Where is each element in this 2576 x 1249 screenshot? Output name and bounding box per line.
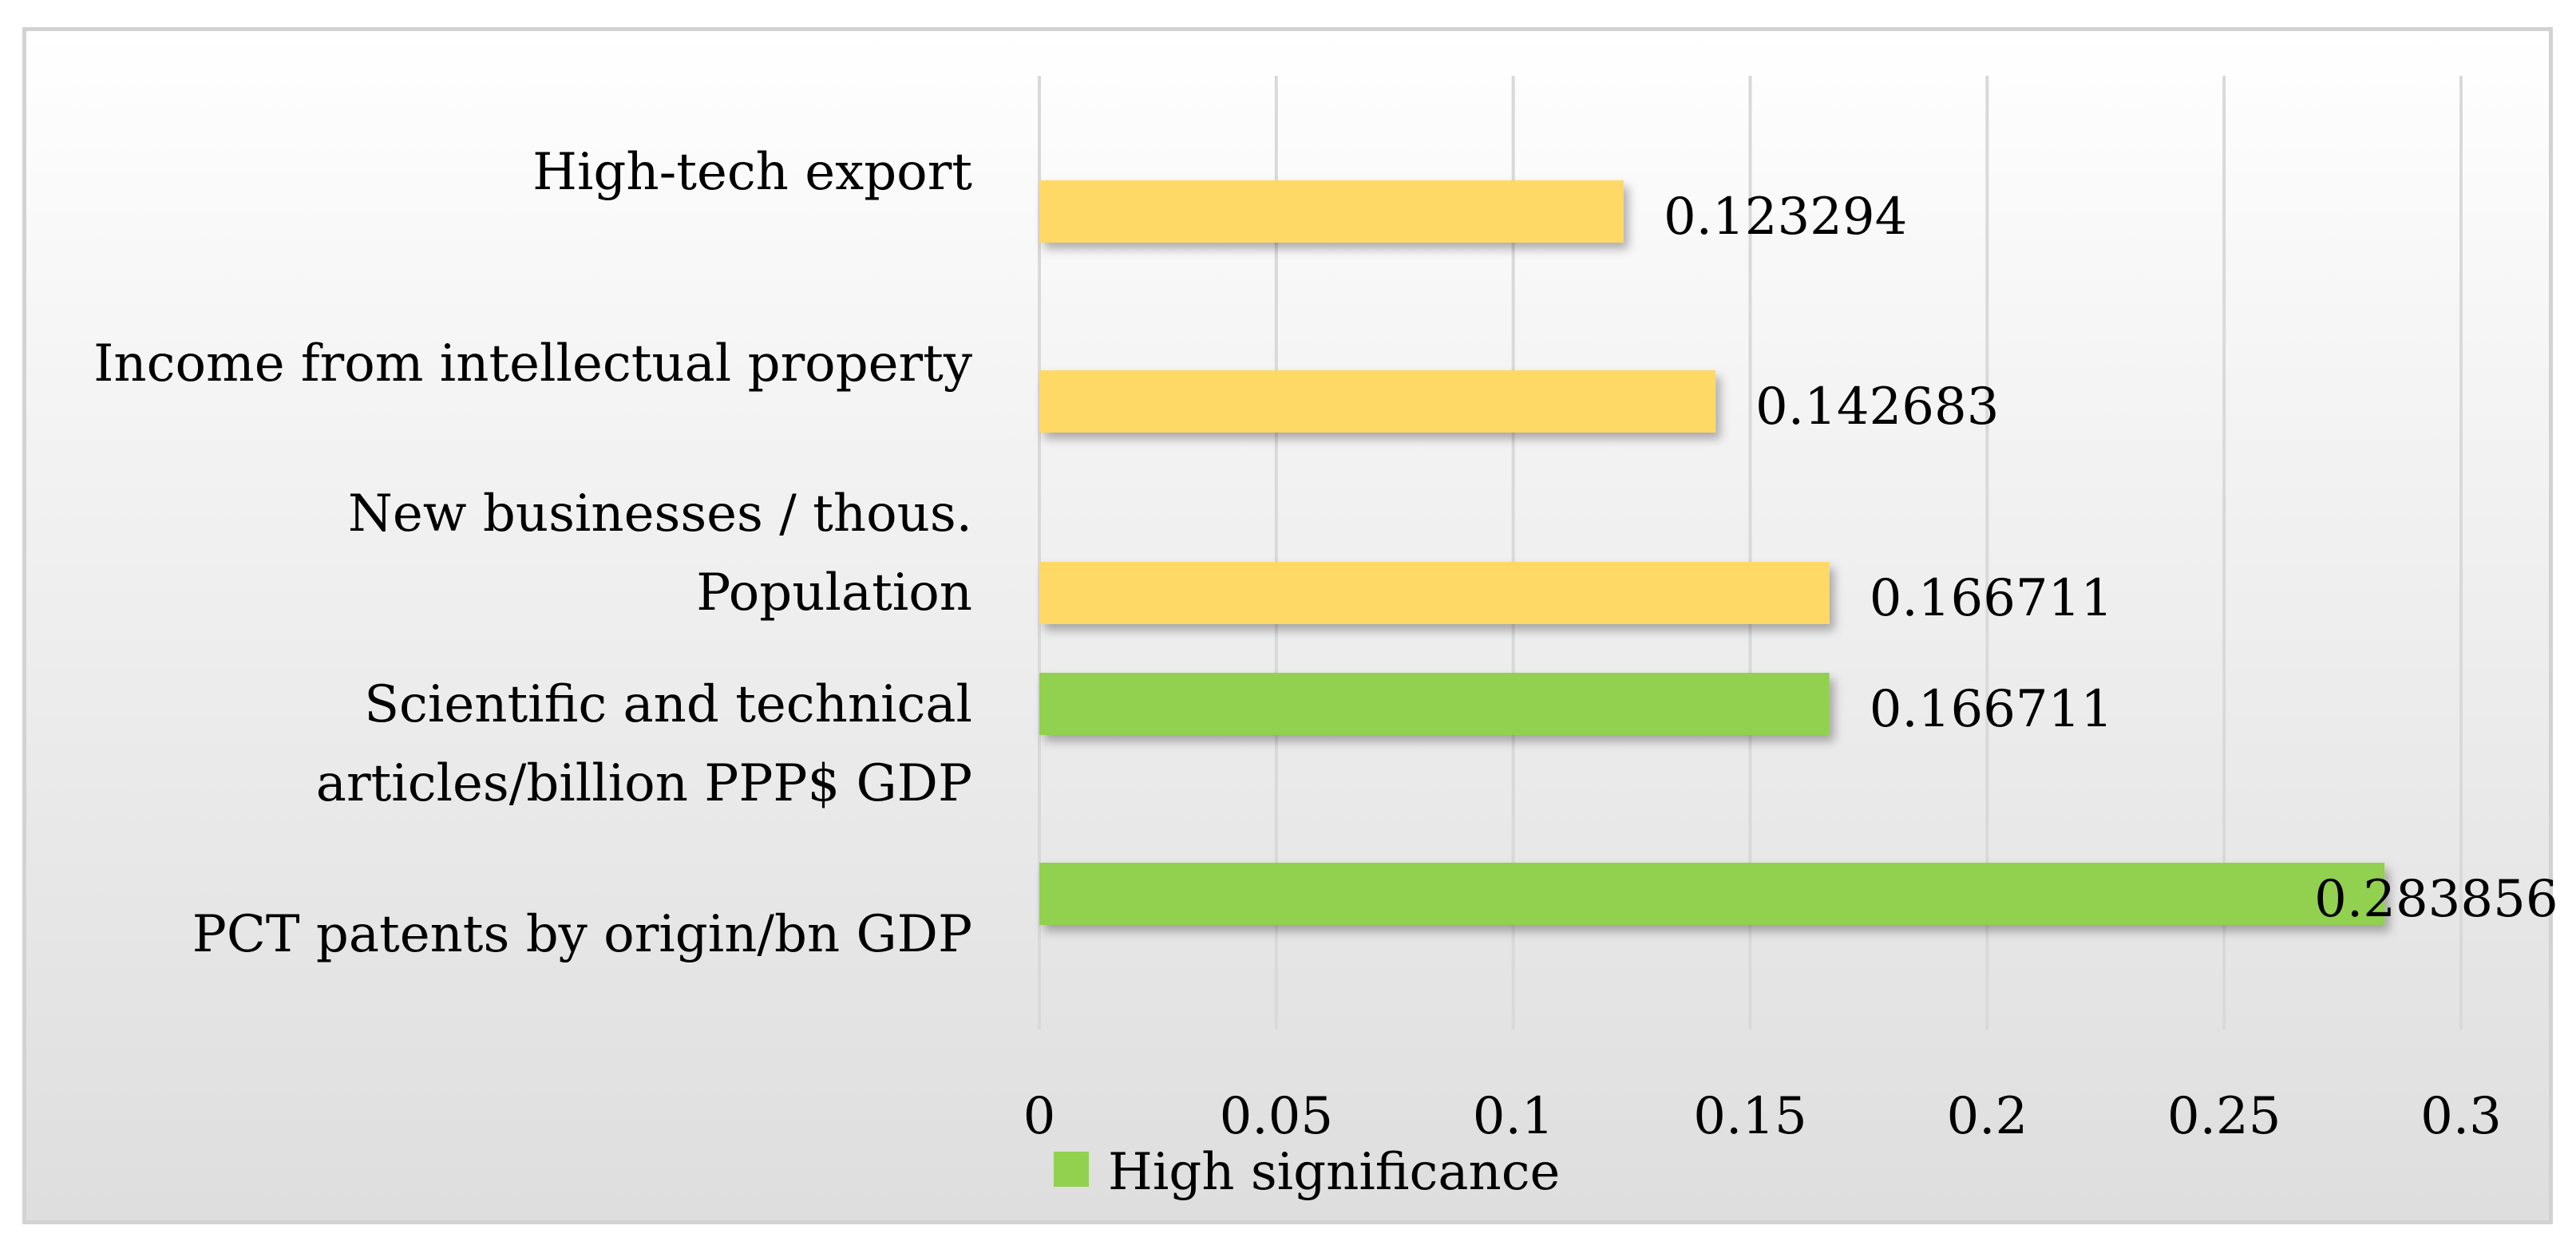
bar <box>1039 370 1716 433</box>
category-label: PCT patents by origin/bn GDP <box>192 905 972 964</box>
bar <box>1039 180 1624 243</box>
x-tick-label: 0.15 <box>1693 1087 1807 1146</box>
data-label: 0.283856 <box>2314 870 2558 929</box>
category-label: Income from intellectual property <box>93 334 972 393</box>
category-label: High-tech export <box>532 143 972 202</box>
x-tick-label: 0.2 <box>1946 1087 2028 1146</box>
category-label: Population <box>696 563 972 623</box>
legend-swatch <box>1054 1152 1089 1187</box>
legend-label: High significance <box>1108 1143 1560 1202</box>
data-label: 0.166711 <box>1870 680 2113 739</box>
legend: High significance <box>1054 1143 1560 1202</box>
data-label: 0.142683 <box>1755 377 1999 437</box>
bars <box>1039 180 2385 925</box>
x-tick-label: 0 <box>1023 1087 1056 1146</box>
category-label: New businesses / thous. <box>348 484 972 543</box>
x-tick-label: 0.25 <box>2167 1087 2281 1146</box>
x-tick-label: 0.05 <box>1220 1087 1334 1146</box>
labels: 0 0.05 0.1 0.15 0.2 0.25 0.3 High-tech export 0.… <box>93 143 2558 1146</box>
data-label: 0.123294 <box>1664 188 1907 247</box>
category-label: Scientific and technical <box>364 675 972 734</box>
data-label: 0.166711 <box>1870 569 2113 628</box>
bar <box>1039 863 2385 925</box>
bar <box>1039 562 1830 624</box>
x-tick-label: 0.1 <box>1473 1087 1554 1146</box>
category-label: articles/billion PPP$ GDP <box>316 754 972 813</box>
x-tick-label: 0.3 <box>2420 1087 2502 1146</box>
bar <box>1039 673 1830 735</box>
